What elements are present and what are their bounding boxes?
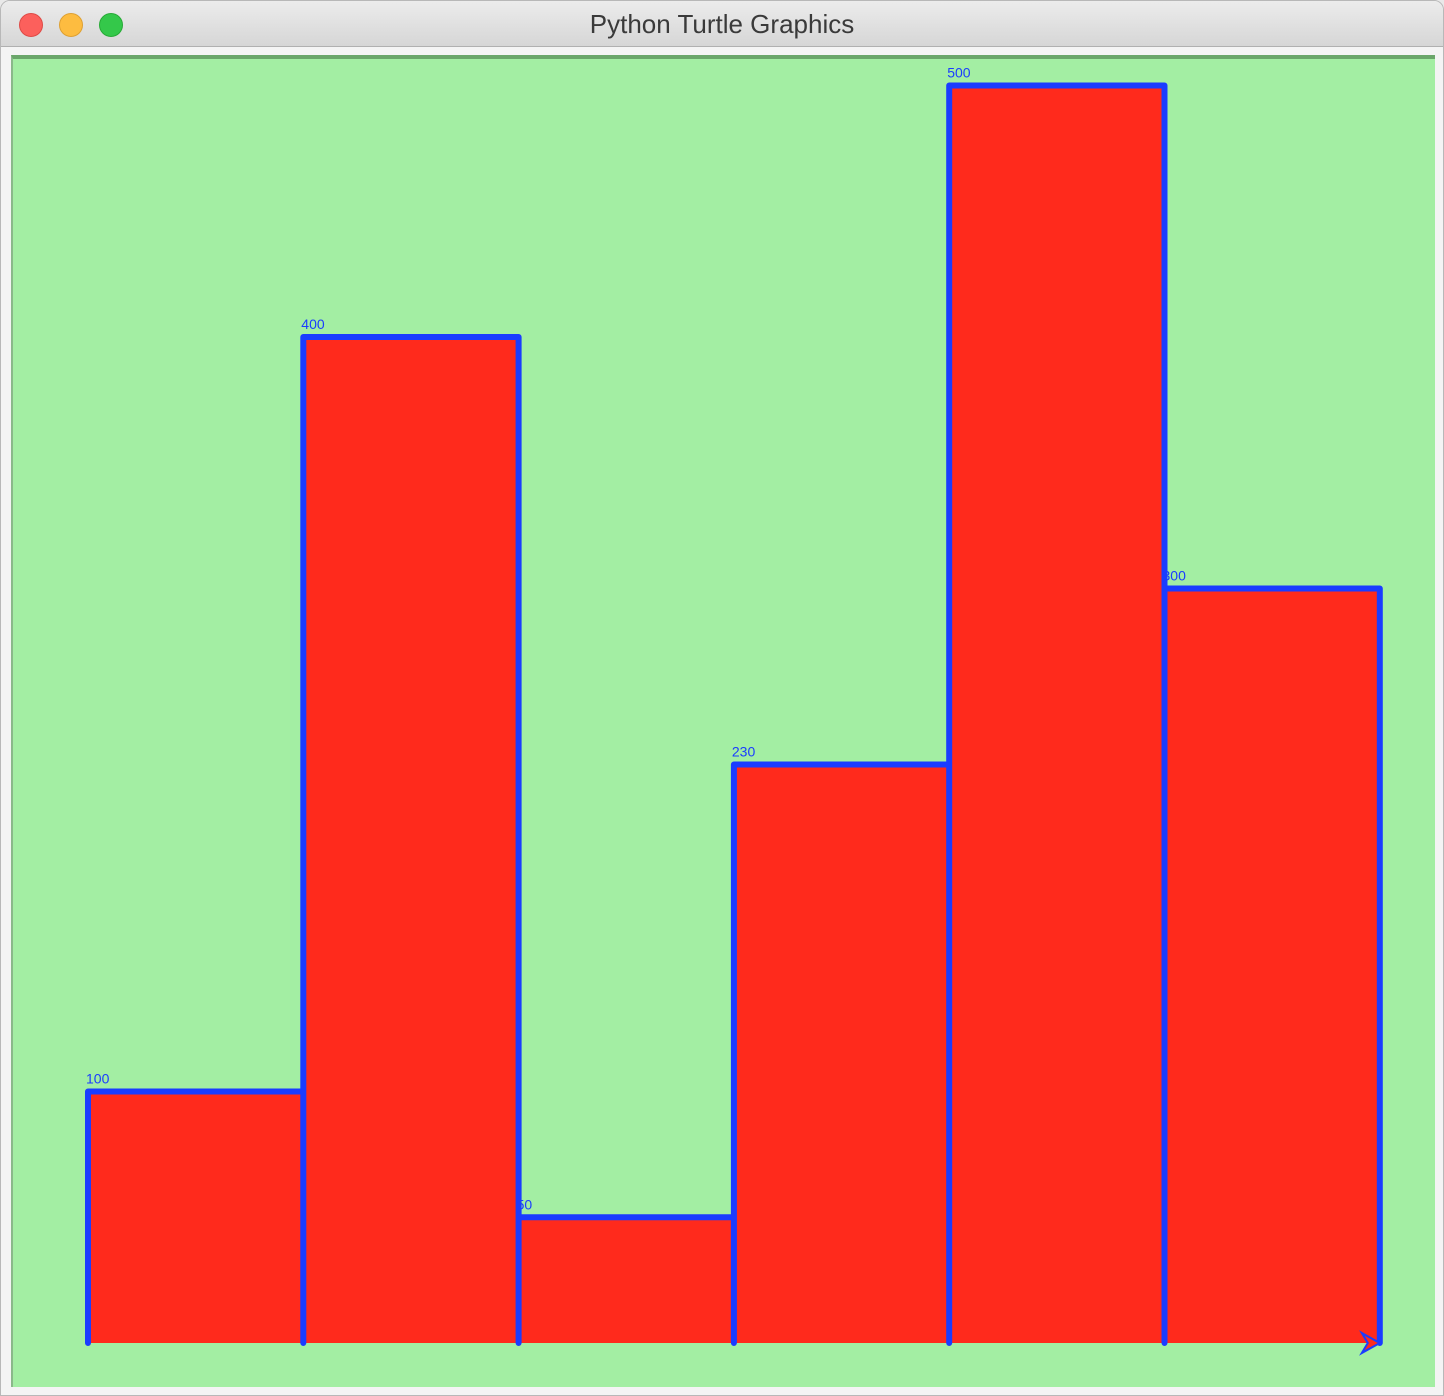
zoom-window-button[interactable] [99, 13, 123, 37]
close-window-button[interactable] [19, 13, 43, 37]
turtle-path [85, 82, 1383, 1346]
bar-1 [303, 337, 519, 1343]
bar-4 [949, 85, 1165, 1343]
title-bar[interactable]: Python Turtle Graphics [1, 1, 1443, 47]
bar-2 [518, 1217, 734, 1343]
bar-label-1: 400 [301, 316, 325, 332]
turtle-canvas[interactable]: 100 400 50 230 500 300 [11, 55, 1435, 1387]
minimize-window-button[interactable] [59, 13, 83, 37]
bar-label-4: 500 [947, 65, 971, 81]
bar-3 [733, 764, 950, 1343]
bar-0 [88, 1091, 304, 1343]
bar-label-5: 300 [1163, 568, 1187, 584]
bar-label-3: 230 [732, 744, 756, 760]
window-title: Python Turtle Graphics [589, 9, 855, 39]
bar-5 [1164, 588, 1380, 1343]
turtle-cursor-icon [1359, 1330, 1382, 1356]
bar-label-0: 100 [86, 1071, 110, 1087]
